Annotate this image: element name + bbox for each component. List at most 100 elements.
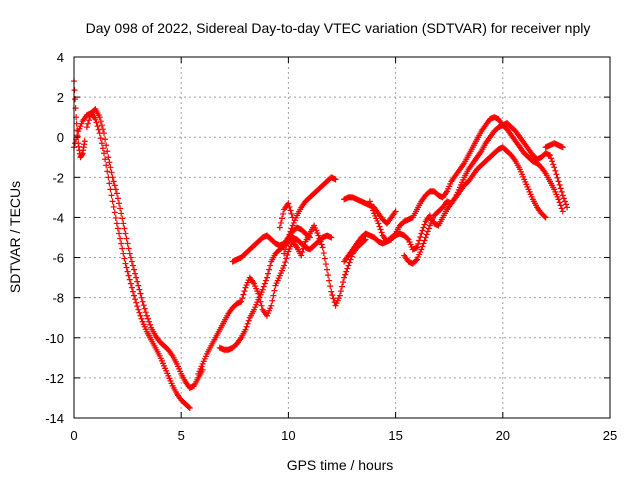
- data-point: [288, 225, 295, 232]
- data-point: [138, 315, 145, 322]
- data-point: [404, 235, 411, 242]
- y-axis-label: SDTVAR / TECUs: [7, 181, 23, 293]
- series-C: [71, 78, 88, 161]
- y-tick-label: -6: [52, 251, 64, 266]
- data-point: [81, 138, 88, 145]
- data-point: [122, 260, 129, 267]
- data-point: [339, 283, 345, 290]
- data-point: [74, 133, 81, 140]
- data-point: [323, 266, 330, 273]
- data-point: [97, 135, 104, 142]
- data-point: [549, 158, 556, 165]
- data-point: [131, 266, 138, 273]
- data-point: [322, 261, 329, 268]
- data-point: [117, 205, 124, 212]
- data-point: [109, 198, 116, 205]
- data-point: [261, 280, 268, 287]
- data-point: [559, 144, 566, 151]
- data-point: [552, 167, 559, 174]
- series-K: [401, 120, 571, 267]
- x-tick-label: 15: [388, 428, 402, 443]
- data-point: [137, 290, 144, 297]
- data-point: [123, 235, 130, 242]
- data-point: [347, 256, 354, 263]
- data-point: [112, 214, 119, 221]
- data-point: [133, 299, 140, 306]
- data-point: [418, 246, 425, 253]
- y-tick-label: -2: [52, 170, 64, 185]
- data-point: [116, 230, 123, 237]
- data-points: [71, 78, 571, 411]
- y-tick-label: -10: [45, 331, 64, 346]
- data-point: [392, 208, 399, 215]
- data-point: [277, 219, 284, 226]
- series-L: [341, 194, 399, 227]
- data-point: [240, 291, 247, 298]
- data-point: [141, 305, 148, 312]
- data-point: [344, 265, 351, 272]
- data-point: [101, 130, 108, 137]
- data-point: [558, 188, 565, 195]
- data-point: [129, 288, 136, 295]
- data-point: [327, 283, 334, 290]
- data-point: [377, 226, 384, 233]
- data-point: [135, 306, 142, 313]
- data-point: [561, 198, 568, 205]
- data-point: [415, 241, 422, 248]
- data-point: [127, 254, 134, 261]
- data-point: [414, 244, 421, 251]
- data-point: [283, 242, 290, 249]
- data-point: [86, 117, 93, 124]
- data-point: [556, 181, 563, 188]
- y-tick-label: 2: [57, 90, 64, 105]
- data-point: [120, 250, 127, 257]
- data-point: [282, 246, 289, 253]
- data-point: [284, 238, 291, 245]
- data-point: [125, 245, 132, 252]
- data-point: [131, 292, 138, 299]
- data-point: [299, 249, 306, 256]
- data-point: [117, 235, 124, 242]
- data-point: [119, 245, 126, 252]
- data-point: [328, 288, 335, 295]
- data-point: [560, 195, 567, 202]
- data-point: [285, 200, 292, 207]
- data-point: [118, 240, 125, 247]
- data-point: [142, 309, 149, 316]
- data-point: [280, 210, 287, 217]
- data-point: [332, 176, 339, 183]
- data-point: [412, 257, 419, 264]
- data-point: [268, 302, 275, 309]
- data-point: [418, 230, 425, 237]
- data-point: [110, 203, 117, 210]
- data-point: [239, 295, 246, 302]
- data-point: [417, 233, 424, 240]
- data-point: [125, 272, 132, 279]
- series-B: [83, 106, 206, 391]
- data-point: [563, 201, 570, 208]
- y-tick-label: -4: [52, 210, 64, 225]
- data-point: [378, 229, 385, 236]
- data-point: [336, 292, 343, 299]
- data-point: [278, 215, 285, 222]
- x-tick-label: 25: [603, 428, 617, 443]
- data-point: [270, 292, 277, 299]
- data-point: [143, 312, 150, 319]
- data-point: [124, 268, 131, 275]
- data-point: [554, 174, 561, 181]
- data-point: [420, 240, 427, 247]
- data-point: [103, 142, 110, 149]
- data-point: [541, 213, 548, 220]
- data-point: [129, 262, 136, 269]
- data-point: [146, 318, 153, 325]
- data-point: [550, 161, 557, 168]
- data-point: [107, 186, 114, 193]
- data-point: [262, 277, 269, 284]
- data-point: [114, 195, 121, 202]
- series-H: [276, 200, 296, 231]
- chart-title: Day 098 of 2022, Sidereal Day-to-day VTE…: [86, 20, 591, 36]
- data-point: [376, 223, 383, 230]
- data-point: [315, 232, 322, 239]
- data-point: [320, 250, 327, 257]
- series-F: [229, 224, 313, 265]
